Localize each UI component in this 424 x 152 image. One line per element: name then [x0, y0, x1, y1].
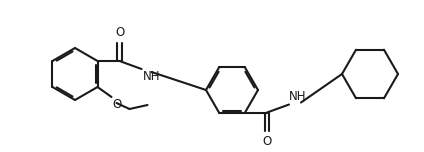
Text: NH: NH: [289, 90, 307, 102]
Text: O: O: [115, 26, 124, 39]
Text: NH: NH: [142, 70, 160, 83]
Text: O: O: [262, 135, 272, 148]
Text: O: O: [112, 98, 122, 111]
